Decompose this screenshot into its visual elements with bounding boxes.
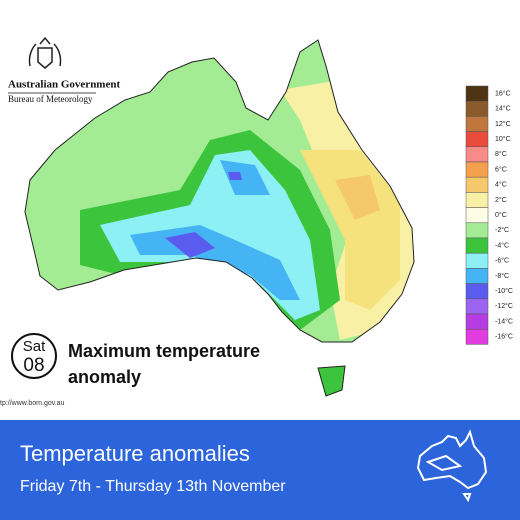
australia-icon xyxy=(416,429,488,503)
legend-label: -12°C xyxy=(495,302,513,310)
legend-swatch xyxy=(465,131,489,148)
legend: 16°C 14°C 12°C 10°C 8°C 6°C 4°C 2°C 0°C -2°C -4°C -… xyxy=(465,85,513,345)
legend-label: 0°C xyxy=(495,211,507,219)
legend-swatch xyxy=(465,176,489,193)
badge-day: Sat xyxy=(23,338,46,355)
legend-swatch xyxy=(465,283,489,300)
caption-line: Maximum temperature xyxy=(68,341,260,361)
agency-name: Australian Government xyxy=(8,79,120,91)
legend-label: 12°C xyxy=(495,120,511,128)
source-url: tp://www.bom.gov.au xyxy=(0,400,65,407)
legend-swatch xyxy=(465,313,489,330)
footer-band xyxy=(0,420,520,520)
legend-swatch xyxy=(465,222,489,239)
legend-swatch xyxy=(465,146,489,163)
date-badge xyxy=(11,333,57,379)
legend-swatch xyxy=(465,237,489,254)
legend-swatch xyxy=(465,268,489,284)
coat-of-arms xyxy=(28,36,62,69)
legend-label: 14°C xyxy=(495,105,511,113)
legend-swatch xyxy=(465,192,489,208)
legend-label: -16°C xyxy=(495,333,513,341)
legend-label: 4°C xyxy=(495,181,507,189)
legend-swatch xyxy=(465,252,489,269)
legend-label: 8°C xyxy=(495,150,507,158)
legend-swatch xyxy=(465,161,489,178)
legend-label: 10°C xyxy=(495,135,511,143)
legend-swatch xyxy=(465,298,489,315)
badge-date: 08 xyxy=(23,355,44,376)
footer-subtitle: Friday 7th - Thursday 13th November xyxy=(20,478,286,495)
legend-label: -4°C xyxy=(495,241,509,249)
legend-label: -8°C xyxy=(495,272,509,280)
legend-label: 6°C xyxy=(495,165,507,173)
legend-label: 2°C xyxy=(495,196,507,204)
legend-label: -2°C xyxy=(495,226,509,234)
legend-swatch xyxy=(465,85,489,102)
legend-label: -6°C xyxy=(495,257,509,265)
caption-line: anomaly xyxy=(68,367,141,387)
bureau-name: Bureau of Meteorology xyxy=(8,94,93,104)
legend-swatch xyxy=(465,328,489,345)
legend-label: 16°C xyxy=(495,89,511,97)
footer-title: Temperature anomalies xyxy=(20,441,250,466)
legend-swatch xyxy=(465,116,489,132)
legend-label: -10°C xyxy=(495,287,513,295)
legend-swatch xyxy=(465,100,489,117)
legend-label: -14°C xyxy=(495,317,513,325)
legend-swatch xyxy=(465,207,489,224)
